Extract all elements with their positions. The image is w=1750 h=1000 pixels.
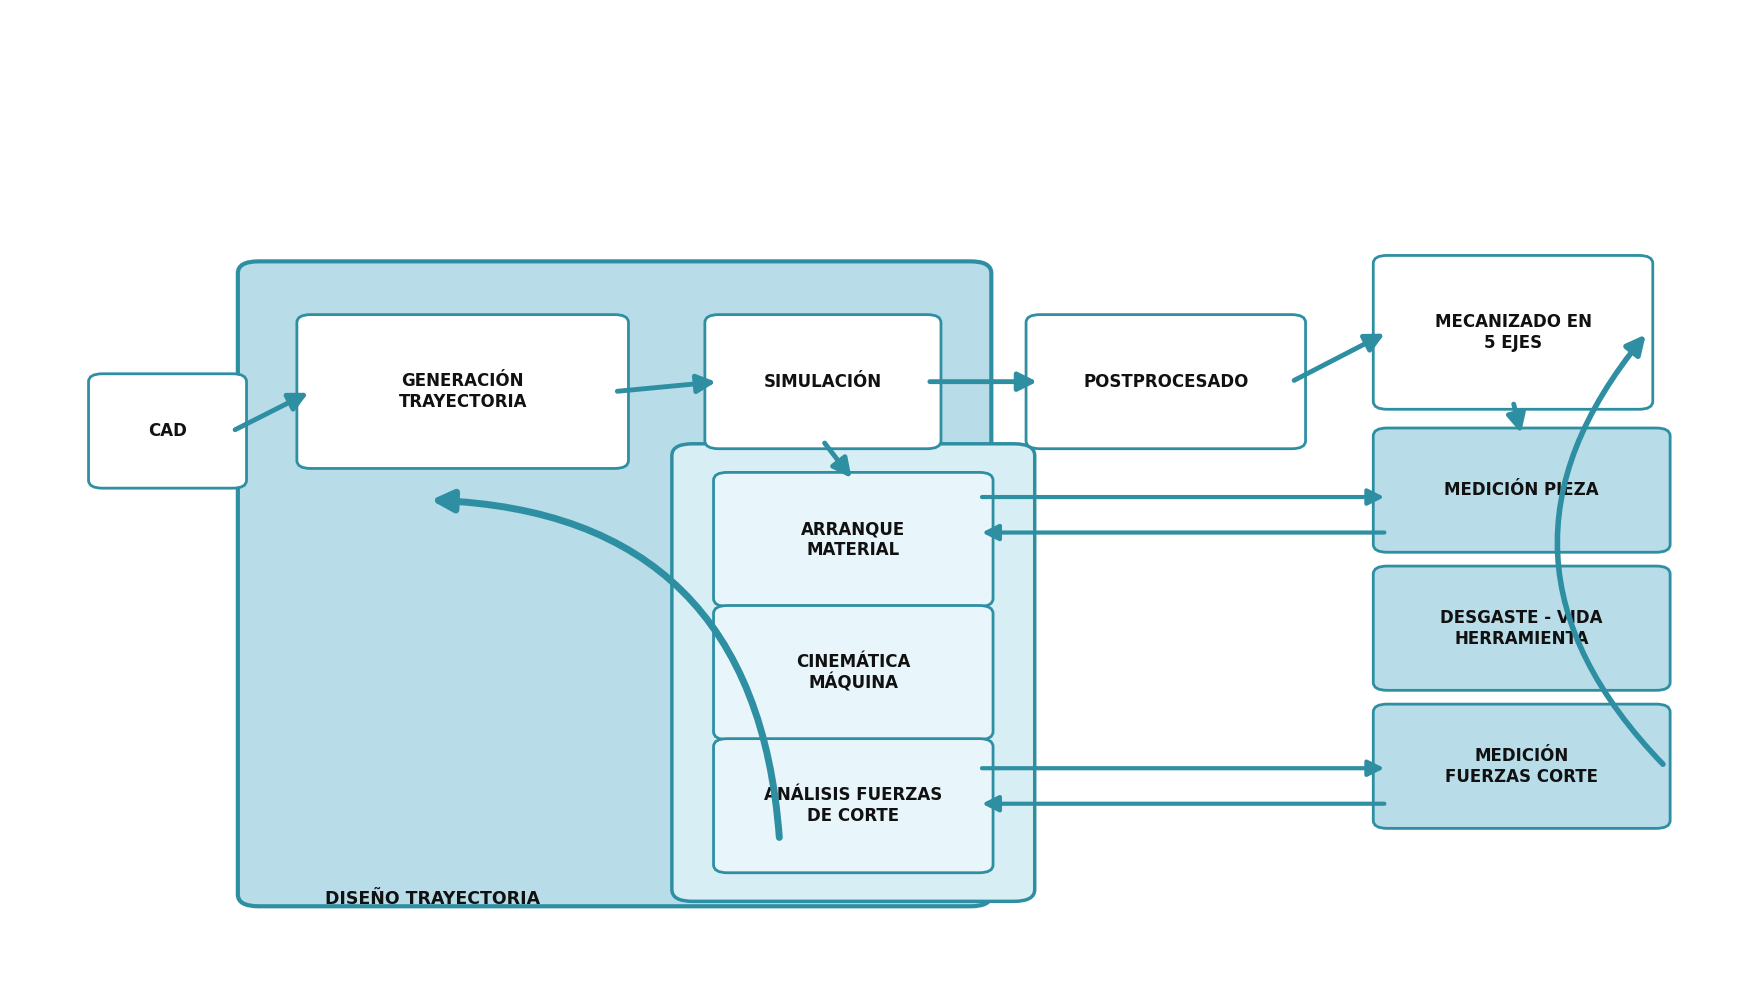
Text: MEDICIÓN
FUERZAS CORTE: MEDICIÓN FUERZAS CORTE (1446, 747, 1598, 786)
Text: CAD: CAD (149, 422, 187, 440)
FancyBboxPatch shape (1374, 704, 1670, 828)
Text: ARRANQUE
MATERIAL: ARRANQUE MATERIAL (802, 520, 905, 559)
Text: SIMULACIÓN: SIMULACIÓN (763, 373, 882, 391)
Text: MECANIZADO EN
5 EJES: MECANIZADO EN 5 EJES (1435, 313, 1591, 352)
FancyBboxPatch shape (89, 374, 247, 488)
Text: MEDICIÓN PIEZA: MEDICIÓN PIEZA (1444, 481, 1600, 499)
Text: CINEMÁTICA
MÁQUINA: CINEMÁTICA MÁQUINA (796, 653, 910, 693)
FancyBboxPatch shape (298, 315, 628, 468)
FancyBboxPatch shape (672, 444, 1034, 901)
Text: ANÁLISIS FUERZAS
DE CORTE: ANÁLISIS FUERZAS DE CORTE (765, 786, 943, 825)
FancyBboxPatch shape (238, 261, 990, 906)
FancyBboxPatch shape (714, 606, 992, 740)
Text: POSTPROCESADO: POSTPROCESADO (1083, 373, 1248, 391)
Text: DESGASTE - VIDA
HERRAMIENTA: DESGASTE - VIDA HERRAMIENTA (1440, 609, 1603, 648)
Text: GENERACIÓN
TRAYECTORIA: GENERACIÓN TRAYECTORIA (399, 372, 527, 411)
Text: DISEÑO TRAYECTORIA: DISEÑO TRAYECTORIA (326, 890, 539, 908)
FancyBboxPatch shape (1374, 566, 1670, 690)
FancyBboxPatch shape (1026, 315, 1306, 449)
FancyBboxPatch shape (1374, 428, 1670, 552)
FancyBboxPatch shape (1374, 255, 1652, 409)
FancyBboxPatch shape (714, 472, 992, 606)
FancyBboxPatch shape (705, 315, 942, 449)
FancyBboxPatch shape (714, 739, 992, 873)
